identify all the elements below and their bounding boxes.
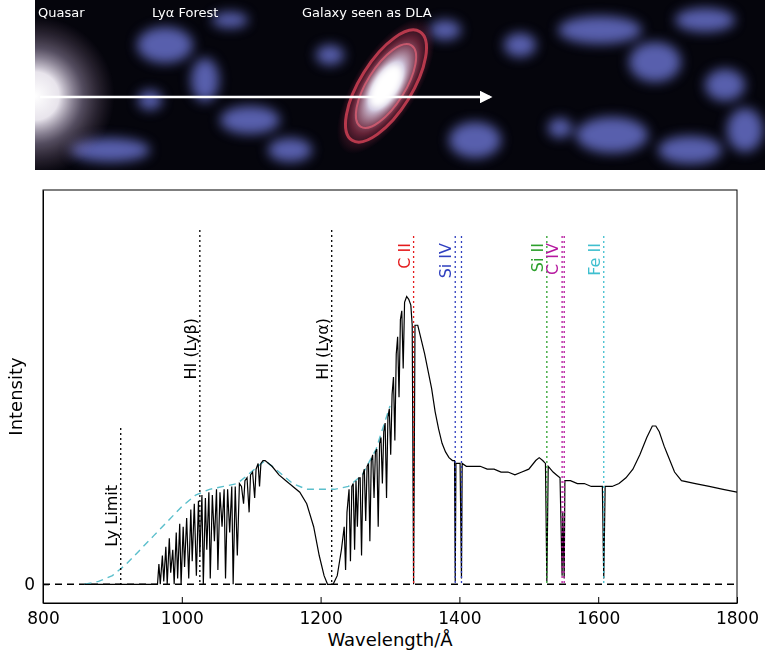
x-axis-title: Wavelength/Å	[327, 629, 453, 650]
tick-mark	[459, 597, 460, 603]
reference-line	[461, 236, 462, 584]
banner	[35, 0, 765, 170]
galaxy	[318, 3, 455, 169]
plot-background	[43, 190, 737, 603]
tick-mark	[737, 597, 738, 603]
galaxy-core	[363, 59, 409, 112]
reference-label: Fe II	[585, 243, 604, 276]
reference-label: Si IV	[436, 243, 455, 278]
banner-label: Lyα Forest	[152, 5, 218, 20]
gas-cloud	[576, 117, 648, 153]
reference-line	[546, 236, 547, 584]
tick-mark	[43, 584, 49, 585]
galaxy-arm	[344, 35, 427, 137]
y-axis: 0	[24, 191, 49, 604]
reference-line	[413, 236, 414, 584]
gas-cloud	[504, 33, 536, 57]
x-tick: 1400	[438, 597, 481, 628]
reference-line	[455, 236, 456, 584]
reference-label: HI (Lyα)	[313, 318, 332, 380]
reference-lines	[121, 230, 604, 584]
reference-line	[561, 236, 562, 584]
gas-cloud	[191, 58, 219, 102]
reference-label: Ly Limit	[102, 485, 121, 547]
tick-label: 1000	[161, 608, 204, 628]
x-axis-line	[44, 603, 738, 604]
gas-cloud	[220, 106, 280, 134]
gas-cloud	[675, 8, 735, 32]
banner-background	[35, 0, 765, 170]
x-axis: 800 1000 1200 1400 1600 1800	[27, 597, 759, 628]
y-axis-title: Intensity	[5, 357, 26, 436]
gas-cloud	[727, 108, 763, 152]
x-tick: 1200	[299, 597, 342, 628]
banner-label: Quasar	[38, 5, 85, 20]
gas-cloud	[558, 16, 642, 44]
galaxy-disc	[318, 3, 455, 169]
plot-area	[43, 230, 737, 584]
sightline-arrow	[40, 96, 490, 99]
spectrum-line	[85, 296, 737, 584]
tick-label: 800	[27, 608, 59, 628]
x-tick: 1800	[716, 597, 759, 628]
tick-label: 1400	[438, 608, 481, 628]
tick-mark	[598, 597, 599, 603]
tick-mark	[321, 597, 322, 603]
tick-label: 1200	[299, 608, 342, 628]
plot-frame	[43, 190, 737, 603]
spectrum-line	[85, 406, 390, 584]
reference-line	[331, 230, 332, 584]
x-tick: 1000	[161, 597, 204, 628]
gas-clouds	[70, 8, 763, 164]
tick-label: 0	[24, 574, 35, 594]
gas-cloud	[316, 45, 344, 65]
reference-line	[603, 236, 604, 584]
banner-label: Galaxy seen as DLA	[302, 5, 432, 20]
gas-cloud	[449, 122, 501, 158]
y-tick: 0	[24, 574, 49, 594]
reference-label: HI (Lyβ)	[181, 318, 200, 379]
reference-line	[199, 230, 200, 584]
gas-cloud	[268, 138, 312, 162]
gas-cloud	[548, 118, 572, 138]
gas-cloud	[138, 90, 162, 110]
galaxy-arm	[330, 18, 442, 154]
x-tick: 1600	[577, 597, 620, 628]
reference-label: C II	[395, 243, 414, 269]
y-axis-line	[43, 191, 44, 604]
figure: Quasar Lyα Forest Galaxy seen as DLA Ly Lim…	[0, 0, 765, 657]
tick-label: 1800	[716, 608, 759, 628]
quasar	[35, 16, 115, 170]
tick-mark	[182, 597, 183, 603]
reference-line	[564, 236, 565, 584]
gas-cloud	[705, 69, 745, 101]
gas-cloud	[658, 136, 722, 164]
gas-cloud	[137, 27, 193, 63]
gas-cloud	[629, 42, 681, 82]
reference-label: C IV	[543, 243, 562, 275]
tick-label: 1600	[577, 608, 620, 628]
